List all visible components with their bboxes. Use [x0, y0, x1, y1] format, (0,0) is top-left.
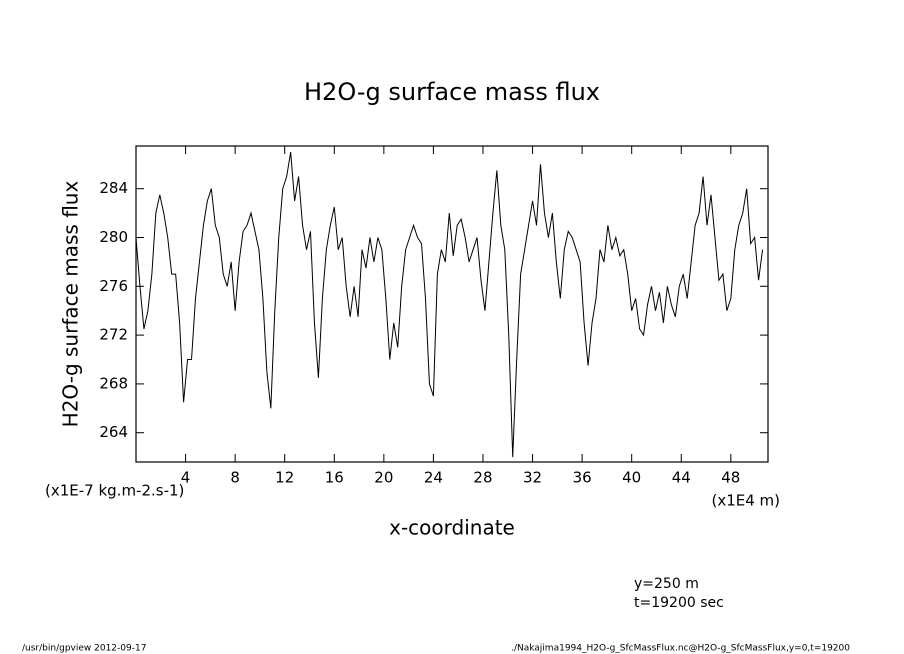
footer: /usr/bin/gpview 2012-09-17 — [22, 644, 146, 654]
y-tick-label: 280 — [99, 228, 128, 246]
y-tick-label: 268 — [99, 374, 128, 392]
chart-title: H2O-g surface mass flux — [304, 78, 600, 106]
x-tick-label: 36 — [573, 469, 592, 487]
x-tick-label: 40 — [622, 469, 641, 487]
x-tick-label: 8 — [230, 469, 240, 487]
y-tick-label: 272 — [99, 326, 128, 344]
x-tick-label: 24 — [424, 469, 443, 487]
y-tick-label: 284 — [99, 179, 128, 197]
x-tick-label: 4 — [181, 469, 191, 487]
annotation: t=19200 sec — [634, 595, 724, 611]
x-tick-label: 28 — [473, 469, 492, 487]
y-axis-label: H2O-g surface mass flux — [59, 181, 83, 428]
x-tick-label: 12 — [275, 469, 294, 487]
x-tick-label: 48 — [721, 469, 740, 487]
y-tick-label: 264 — [99, 423, 128, 441]
x-tick-label: 16 — [325, 469, 344, 487]
data-line — [135, 152, 764, 458]
x-tick-label: 20 — [374, 469, 393, 487]
x-axis-units: (x1E4 m) — [711, 492, 780, 510]
y-axis-units: (x1E-7 kg.m-2.s-1) — [45, 482, 184, 500]
footer: ./Nakajima1994_H2O-g_SfcMassFlux.nc@H2O-… — [511, 644, 850, 654]
x-tick-label: 44 — [672, 469, 691, 487]
x-tick-label: 32 — [523, 469, 542, 487]
y-tick-label: 276 — [99, 277, 128, 295]
plot-frame — [135, 145, 769, 463]
annotation: y=250 m — [634, 576, 699, 592]
x-axis-label: x-coordinate — [389, 516, 515, 540]
